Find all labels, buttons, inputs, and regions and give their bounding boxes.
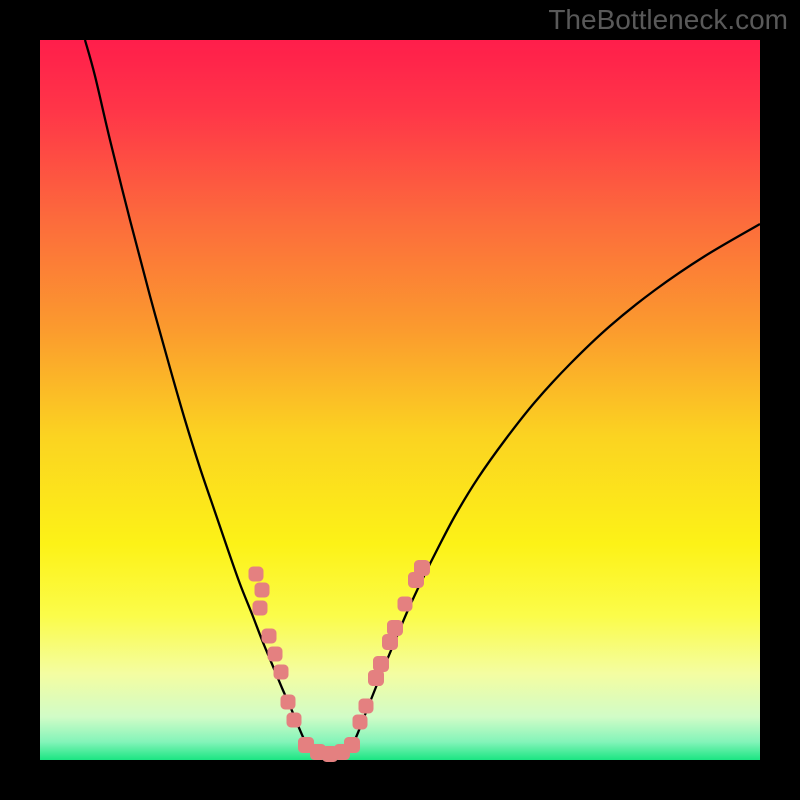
data-marker (398, 597, 412, 611)
data-marker (415, 561, 430, 576)
chart-container: TheBottleneck.com (0, 0, 800, 800)
data-marker (262, 629, 276, 643)
data-marker (359, 699, 373, 713)
data-marker (345, 738, 360, 753)
data-marker (369, 671, 384, 686)
bottleneck-chart (0, 0, 800, 800)
data-marker (274, 665, 288, 679)
data-marker (383, 635, 398, 650)
data-marker (287, 713, 301, 727)
plot-background-gradient (40, 40, 760, 760)
data-marker (249, 567, 263, 581)
data-marker (388, 621, 403, 636)
data-marker (253, 601, 267, 615)
data-marker (255, 583, 269, 597)
data-marker (353, 715, 367, 729)
watermark-text: TheBottleneck.com (548, 4, 788, 36)
data-marker (268, 647, 282, 661)
data-marker (374, 657, 389, 672)
data-marker (281, 695, 295, 709)
